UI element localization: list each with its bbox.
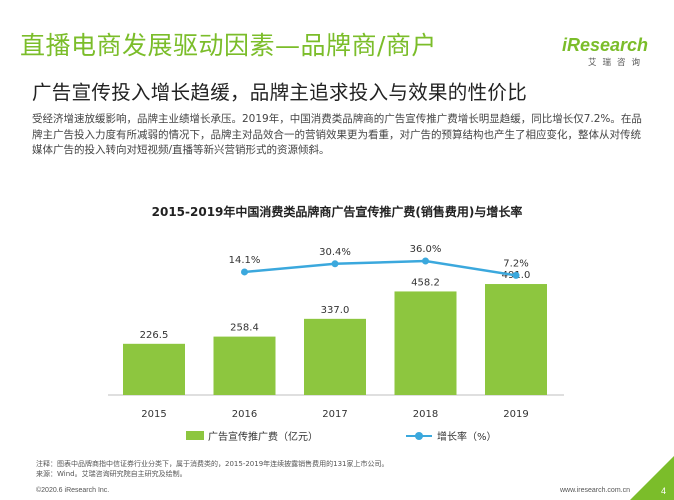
page-title: 直播电商发展驱动因素—品牌商/商户	[20, 31, 437, 60]
logo-subtext: 艾瑞咨询	[588, 58, 647, 68]
growth-point-2017	[331, 260, 339, 268]
legend-item-bar: 广告宣传推广费（亿元）	[186, 428, 318, 443]
growth-label-2019: 7.2%	[503, 258, 528, 269]
x-tick-label-2017: 2017	[322, 409, 347, 420]
growth-point-2016	[241, 268, 248, 276]
corner-decoration	[630, 456, 674, 500]
bar-2017	[304, 318, 366, 395]
page-number: 4	[660, 486, 666, 496]
website-url: www.iresearch.com.cn	[559, 487, 630, 494]
legend-swatch-line	[406, 431, 432, 440]
page-subtitle: 广告宣传投入增长趋缓，品牌主追求投入与效果的性价比	[32, 81, 528, 104]
growth-label-2017: 30.4%	[319, 247, 351, 258]
growth-rate-line	[244, 259, 517, 277]
iresearch-logo: iResearch 艾瑞咨询	[562, 35, 649, 68]
growth-point-2018	[422, 257, 429, 265]
chart-notes: 注释：图表中品牌商指中信证券行业分类下，属于消费类的，2015-2019年连续披…	[36, 460, 596, 479]
bar-2016	[213, 336, 276, 395]
legend-swatch-bar	[186, 431, 204, 440]
note-line-1: 注释：图表中品牌商指中信证券行业分类下，属于消费类的，2015-2019年连续披…	[36, 460, 389, 468]
growth-point-2019	[512, 271, 520, 279]
source-line: 来源：Wind。艾瑞咨询研究院自主研究及绘制。	[36, 469, 187, 478]
x-tick-label-2018: 2018	[413, 409, 438, 420]
bar-label-2017: 337.0	[321, 305, 350, 316]
bar-2019	[485, 284, 547, 395]
copyright: ©2020.6 iResearch Inc.	[36, 487, 110, 494]
legend-label-bar: 广告宣传推广费（亿元）	[208, 432, 318, 443]
bar-label-2016: 258.4	[230, 323, 259, 334]
bar-2015	[123, 343, 185, 395]
x-tick-label-2019: 2019	[503, 409, 528, 420]
logo-wordmark: iResearch	[562, 35, 649, 55]
legend-label-line: 增长率（%）	[437, 432, 497, 443]
growth-label-2016: 14.1%	[229, 255, 261, 266]
x-tick-label-2016: 2016	[232, 409, 257, 420]
bar-label-2018: 458.2	[411, 277, 440, 288]
x-tick-label-2015: 2015	[141, 409, 166, 420]
bar-label-2015: 226.5	[140, 330, 169, 341]
bar-2018	[394, 291, 457, 395]
chart-title: 2015-2019年中国消费类品牌商广告宣传推广费(销售费用)与增长率	[151, 205, 523, 219]
body-paragraph: 受经济增速放缓影响，品牌主业绩增长承压。2019年，中国消费类品牌商的广告宣传推…	[32, 113, 642, 156]
growth-label-2018: 36.0%	[410, 244, 442, 255]
legend-item-line: 增长率（%）	[406, 428, 497, 443]
